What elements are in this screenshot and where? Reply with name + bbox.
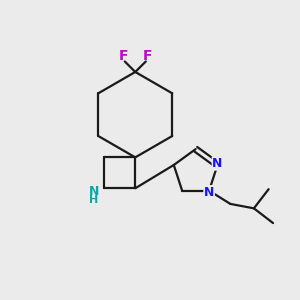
Text: N: N	[204, 186, 214, 199]
Text: N: N	[212, 157, 223, 170]
Text: N: N	[89, 185, 99, 198]
Text: F: F	[118, 49, 128, 63]
Text: H: H	[89, 195, 99, 205]
Text: F: F	[142, 49, 152, 63]
